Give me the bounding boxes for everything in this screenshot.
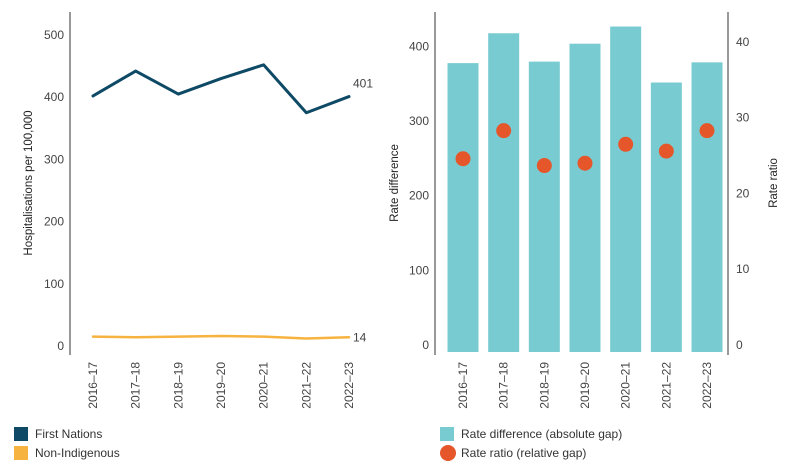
point-rate-ratio-2020-21 bbox=[618, 136, 634, 152]
left-x-tick-2022-23: 2022–23 bbox=[342, 362, 356, 409]
rate-difference-tick-labels: 0 100 200 300 400 bbox=[409, 39, 429, 352]
right-x-tick-2020-21: 2020–21 bbox=[619, 362, 633, 409]
rate-difference-tick-300: 300 bbox=[409, 114, 429, 128]
rate-difference-tick-0: 0 bbox=[422, 338, 429, 352]
left-y-tick-400: 400 bbox=[44, 90, 64, 104]
bar-rate-difference-2021-22 bbox=[650, 82, 682, 353]
right-x-tick-2019-20: 2019–20 bbox=[578, 362, 592, 409]
legend-swatch-non-indigenous bbox=[14, 446, 28, 460]
left-x-tick-2018-19: 2018–19 bbox=[171, 362, 185, 409]
right-x-tick-labels: 2016–17 2017–18 2018–19 2019–20 2020–21 2021–… bbox=[456, 362, 714, 409]
rate-ratio-tick-30: 30 bbox=[736, 111, 750, 125]
legend-label-rate-difference: Rate difference (absolute gap) bbox=[461, 427, 622, 441]
rate-difference-bars bbox=[447, 26, 723, 353]
right-x-tick-2021-22: 2021–22 bbox=[659, 362, 673, 409]
rate-ratio-points bbox=[455, 123, 715, 174]
bar-rate-difference-2020-21 bbox=[610, 26, 642, 352]
right-legend: Rate difference (absolute gap) Rate rati… bbox=[440, 427, 622, 461]
left-y-axis-title: Hospitalisations per 100,000 bbox=[23, 110, 35, 255]
legend-label-first-nations: First Nations bbox=[35, 427, 102, 441]
rate-difference-tick-400: 400 bbox=[409, 39, 429, 53]
point-rate-ratio-2016-17 bbox=[455, 151, 471, 167]
right-x-tick-2022-23: 2022–23 bbox=[700, 362, 714, 409]
end-label-non-indigenous: 14 bbox=[353, 330, 367, 344]
left-legend: First Nations Non-Indigenous bbox=[14, 427, 120, 460]
bar-rate-difference-2019-20 bbox=[569, 43, 601, 353]
legend-label-non-indigenous: Non-Indigenous bbox=[35, 446, 120, 460]
point-rate-ratio-2019-20 bbox=[577, 155, 593, 171]
left-x-tick-2021-22: 2021–22 bbox=[299, 362, 313, 409]
left-x-tick-2020-21: 2020–21 bbox=[257, 362, 271, 409]
point-rate-ratio-2017-18 bbox=[496, 123, 512, 139]
line-chart-hospitalisations: 0 100 200 300 400 500 Hospitalisations per 10… bbox=[23, 12, 373, 409]
left-y-tick-300: 300 bbox=[44, 152, 64, 166]
bar-rate-difference-2022-23 bbox=[691, 62, 723, 352]
right-x-tick-2018-19: 2018–19 bbox=[537, 362, 551, 409]
left-x-tick-2016-17: 2016–17 bbox=[86, 362, 100, 409]
right-x-tick-2017-18: 2017–18 bbox=[497, 362, 511, 409]
left-y-tick-labels: 0 100 200 300 400 500 bbox=[44, 28, 64, 353]
bar-rate-difference-2018-19 bbox=[528, 61, 560, 352]
left-y-tick-500: 500 bbox=[44, 28, 64, 42]
line-non-indigenous bbox=[91, 334, 351, 340]
legend-marker-rate-ratio bbox=[440, 445, 456, 461]
rate-difference-axis-title: Rate difference bbox=[389, 144, 401, 222]
left-x-tick-2019-20: 2019–20 bbox=[214, 362, 228, 409]
bar-rate-difference-2017-18 bbox=[488, 33, 520, 352]
left-y-tick-200: 200 bbox=[44, 215, 64, 229]
rate-ratio-tick-0: 0 bbox=[736, 338, 743, 352]
point-rate-ratio-2021-22 bbox=[658, 143, 674, 159]
left-x-tick-2017-18: 2017–18 bbox=[129, 362, 143, 409]
rate-ratio-axis-title: Rate ratio bbox=[768, 158, 780, 208]
rate-ratio-tick-labels: 0 10 20 30 40 bbox=[736, 35, 750, 352]
rate-difference-tick-100: 100 bbox=[409, 263, 429, 277]
left-series-lines bbox=[91, 63, 351, 340]
legend-label-rate-ratio: Rate ratio (relative gap) bbox=[461, 446, 586, 460]
rate-ratio-tick-20: 20 bbox=[736, 186, 750, 200]
legend-swatch-first-nations bbox=[14, 427, 28, 441]
left-y-tick-100: 100 bbox=[44, 277, 64, 291]
end-label-first-nations: 401 bbox=[353, 77, 373, 91]
legend-swatch-rate-difference bbox=[440, 427, 454, 441]
right-x-tick-2016-17: 2016–17 bbox=[456, 362, 470, 409]
left-end-labels: 401 14 bbox=[353, 77, 373, 345]
left-y-tick-0: 0 bbox=[57, 339, 64, 353]
rate-difference-tick-200: 200 bbox=[409, 189, 429, 203]
point-rate-ratio-2018-19 bbox=[536, 158, 552, 174]
left-x-tick-labels: 2016–17 2017–18 2018–19 2019–20 2020–21 2021–… bbox=[86, 362, 356, 409]
bar-rate-difference-2016-17 bbox=[447, 63, 479, 353]
point-rate-ratio-2022-23 bbox=[699, 123, 715, 139]
rate-ratio-tick-10: 10 bbox=[736, 262, 750, 276]
line-first-nations bbox=[91, 63, 351, 115]
rate-ratio-tick-40: 40 bbox=[736, 35, 750, 49]
